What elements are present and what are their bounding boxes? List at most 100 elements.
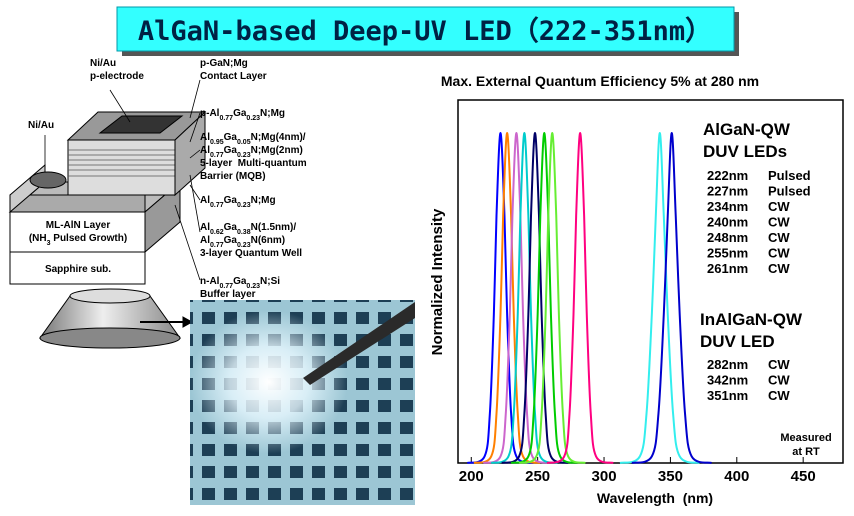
chart-annotation: AlGaN-QW: [703, 120, 791, 139]
x-tick-label: 450: [791, 468, 816, 485]
legend-name: 342nm: [707, 373, 748, 388]
chart-annotation: DUV LED: [700, 332, 775, 351]
subscript: 0.38: [237, 229, 251, 236]
label-part: Al: [200, 132, 210, 143]
arrow-head: [182, 316, 194, 328]
subscript: 0.77: [210, 202, 224, 209]
label-part: Contact Layer: [200, 71, 267, 82]
legend-name: 282nm: [707, 357, 748, 372]
x-tick-label: 300: [592, 468, 617, 485]
label-part: Ni/Au: [28, 120, 54, 131]
label-part: p-electrode: [90, 71, 144, 82]
y-axis-label: Normalized Intensity: [429, 208, 446, 355]
x-tick-label: 250: [525, 468, 550, 485]
legend-mode: Pulsed: [768, 184, 811, 199]
label-part: Ga: [224, 235, 238, 246]
legend-mode: CW: [768, 388, 790, 403]
diagram-label: p-Al0.77Ga0.23N;Mg: [200, 108, 285, 122]
banner: [116, 6, 735, 52]
x-tick-label: 350: [658, 468, 683, 485]
legend-name: 234nm: [707, 199, 748, 214]
subscript: 0.77: [210, 152, 224, 159]
spectrum-line: [482, 131, 550, 464]
n-layer-front: [9, 194, 146, 213]
label-part: Buffer layer: [200, 289, 256, 300]
chart-annotation: at RT: [792, 446, 820, 458]
subscript: 3: [47, 240, 51, 247]
legend-name: 222nm: [707, 168, 748, 183]
label-part: n-Al: [200, 276, 220, 287]
spectrum-line: [466, 131, 535, 464]
legend-name: 351nm: [707, 388, 748, 403]
diagram-label: Al0.95Ga0.05N;Mg(4nm)/: [200, 132, 306, 146]
n-electrode: [29, 171, 67, 189]
chart-annotation: InAlGaN-QW: [700, 310, 803, 329]
subscript: 0.77: [219, 283, 233, 290]
diagram-label: Contact Layer: [200, 71, 267, 82]
label-part: 5-layer Multi-quantum: [200, 158, 307, 169]
subscript: 0.23: [237, 152, 251, 159]
legend-mode: CW: [768, 261, 790, 276]
chart-annotation: DUV LEDs: [703, 142, 787, 161]
label-part: 3-layer Quantum Well: [200, 248, 302, 259]
label-part: Barrier (MQB): [200, 171, 266, 182]
subscript: 0.05: [237, 139, 251, 146]
label-part: p-Al: [200, 108, 220, 119]
device-diagram: [8, 79, 207, 349]
x-axis-label: Wavelength (nm): [597, 490, 713, 506]
diagram-label: Al0.77Ga0.23N;Mg: [200, 195, 276, 209]
probe-needle: [303, 302, 415, 385]
legend-mode: CW: [768, 357, 790, 372]
diagram-label: Al0.62Ga0.38N(1.5nm)/: [200, 222, 296, 236]
diagram-label: Al0.77Ga0.23N(6nm): [200, 235, 285, 249]
label-part: N;Mg(2nm): [251, 145, 303, 156]
mesa-side: [174, 110, 206, 197]
diagram-label: ML-AlN Layer: [46, 220, 111, 231]
spectrum-line: [473, 131, 541, 464]
aln-layer: [9, 211, 146, 253]
diagram-label: Buffer layer: [200, 289, 256, 300]
legend-name: 240nm: [707, 215, 748, 230]
label-part: Pulsed Growth): [51, 233, 128, 244]
label-part: Ga: [233, 108, 247, 119]
legend-mode: CW: [768, 373, 790, 388]
label-part: Al: [200, 195, 210, 206]
x-tick-label: 400: [724, 468, 749, 485]
label-part: Ni/Au: [90, 58, 116, 69]
legend-name: 261nm: [707, 261, 748, 276]
legend-mode: Pulsed: [768, 168, 811, 183]
spectrum-line: [518, 131, 586, 464]
slide-title: AlGaN-based Deep-UV LED（222-351nm）: [138, 16, 712, 47]
label-part: p-GaN;Mg: [200, 58, 248, 69]
chip-photo: [190, 300, 415, 505]
legend-name: 227nm: [707, 184, 748, 199]
legend-name: 255nm: [707, 246, 748, 261]
legend-mode: CW: [768, 199, 790, 214]
subscript: 0.95: [210, 139, 224, 146]
label-part: N;Mg: [260, 108, 285, 119]
diagram-labels: Ni/Au p-electrode Ni/Au p-GaN;Mg Contact Lay…: [28, 58, 307, 300]
subscript: 0.62: [210, 229, 224, 236]
legend-mode: CW: [768, 230, 790, 245]
label-part: ML-AlN Layer: [46, 220, 111, 231]
mesa-stripes: [68, 149, 175, 177]
chart-title: Max. External Quantum Efficiency 5% at 2…: [441, 73, 759, 89]
label-part: Al: [200, 222, 210, 233]
diagram-label: n-Al0.77Ga0.23N;Si: [200, 276, 280, 290]
diagram-label: Ni/Au: [28, 120, 54, 131]
spectrum-line: [490, 131, 558, 464]
label-part: N;Mg(4nm)/: [251, 132, 306, 143]
legend-name: 248nm: [707, 230, 748, 245]
label-part: (NH: [29, 233, 47, 244]
legend-mode: CW: [768, 246, 790, 261]
spectrum-line: [510, 131, 578, 464]
subscript: 0.23: [237, 202, 251, 209]
diagram-label: Al0.77Ga0.23N;Mg(2nm): [200, 145, 303, 159]
spectrum-line: [546, 131, 614, 464]
label-part: Ga: [233, 276, 247, 287]
diagram-label: p-GaN;Mg: [200, 58, 248, 69]
label-part: N(6nm): [251, 235, 285, 246]
spectrum-line: [619, 131, 700, 464]
p-electrode: [98, 115, 184, 134]
